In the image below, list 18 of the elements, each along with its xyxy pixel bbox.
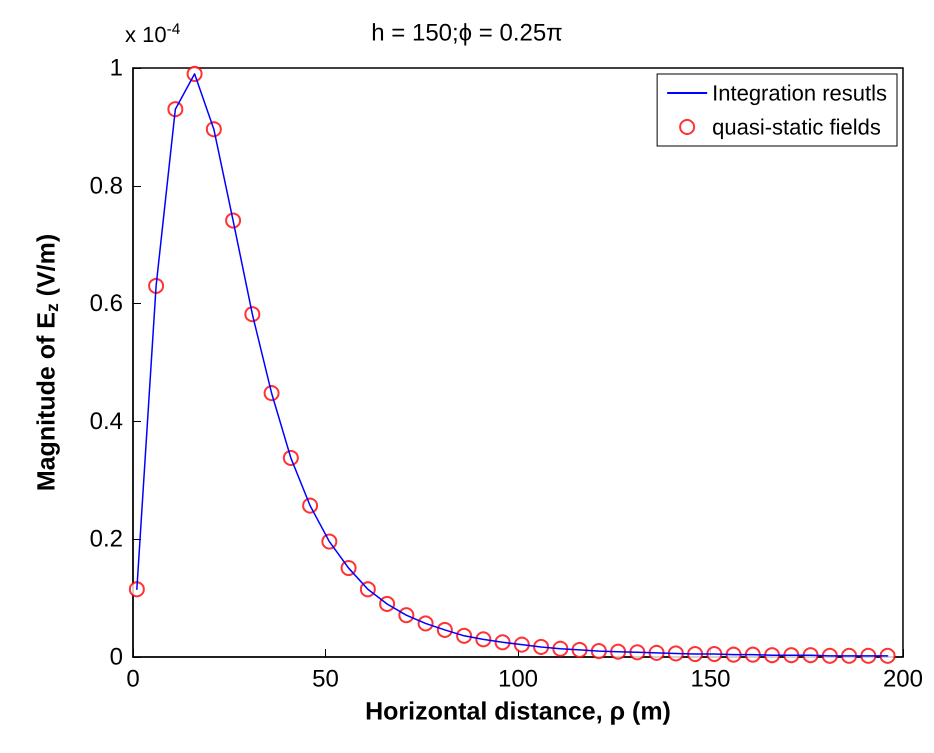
y-tick-label: 0.2	[90, 526, 123, 553]
chart-title: h = 150;ϕ = 0.25π	[371, 20, 563, 46]
x-tick-label: 0	[126, 666, 140, 692]
y-tick-label: 0.4	[90, 408, 123, 435]
legend-label: Integration resutls	[712, 80, 888, 106]
y-tick-label: 0.6	[90, 290, 123, 318]
y-tick-label: 1	[110, 54, 123, 82]
x-tick-label: 150	[690, 666, 731, 692]
y-tick-label: 0	[110, 644, 123, 670]
y-tick-label: 0.8	[90, 172, 123, 200]
x-axis-title: Horizontal distance, ρ (m)	[365, 698, 671, 726]
x-tick-label: 200	[882, 666, 923, 692]
point	[128, 581, 145, 598]
x-tick-label: 50	[312, 666, 339, 692]
point	[880, 648, 896, 664]
x-tick-label: 100	[498, 666, 538, 692]
legend-label: quasi-static fields	[712, 114, 881, 140]
y-axis-title: Magnitude of Ez (V/m)	[32, 234, 62, 492]
